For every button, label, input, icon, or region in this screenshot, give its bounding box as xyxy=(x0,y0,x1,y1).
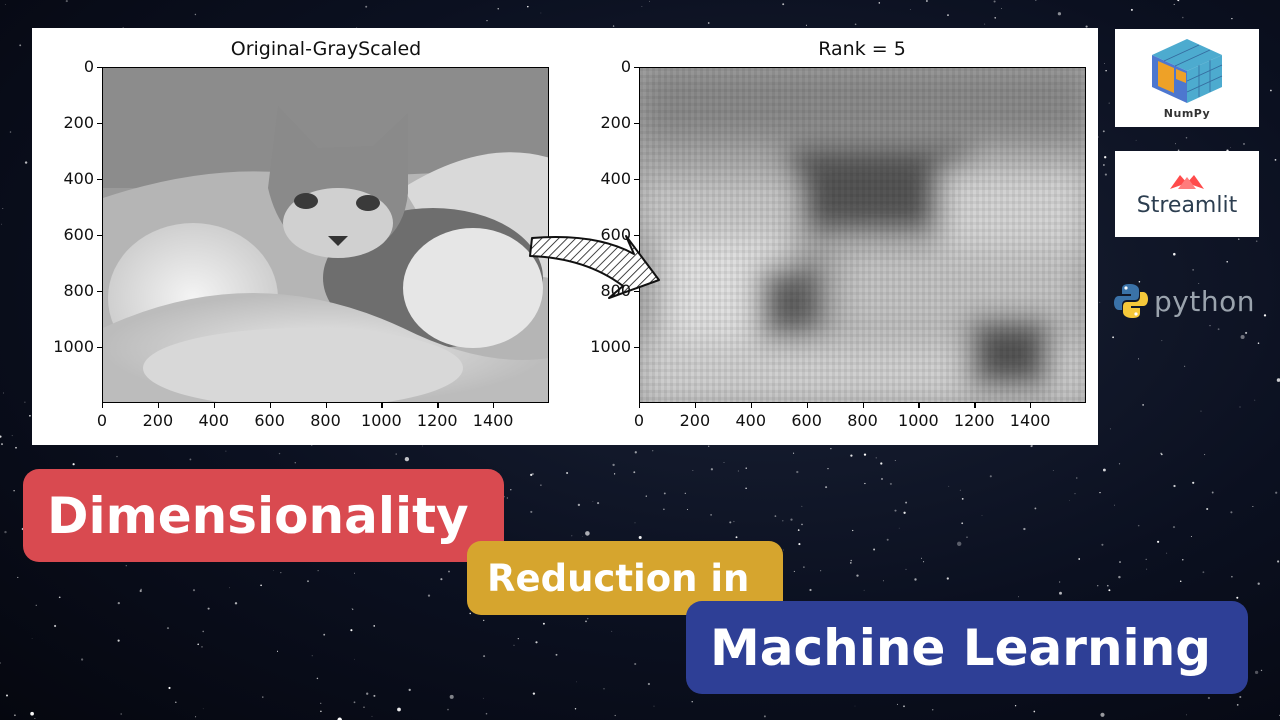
left-x-tick-mark xyxy=(213,403,216,408)
headline-line-3: Machine Learning xyxy=(686,601,1248,694)
python-snake-icon xyxy=(1114,284,1148,318)
left-plot-title: Original-GrayScaled xyxy=(230,38,422,60)
left-y-tick-mark xyxy=(97,67,102,69)
numpy-label: NumPy xyxy=(1163,106,1211,120)
left-y-tick-mark xyxy=(97,179,102,181)
streamlit-label: Streamlit xyxy=(1136,192,1238,218)
right-x-tick-label: 200 xyxy=(679,411,711,430)
right-y-tick-label: 600 xyxy=(600,225,631,244)
right-y-tick-label: 200 xyxy=(600,113,631,132)
right-y-tick-mark xyxy=(634,235,639,237)
right-plot-title: Rank = 5 xyxy=(818,38,906,60)
left-x-tick-mark xyxy=(157,403,160,408)
left-x-tick-mark xyxy=(437,403,439,408)
right-y-tick-mark xyxy=(634,291,639,293)
left-y-tick-label: 1000 xyxy=(53,337,94,356)
left-x-tick-label: 400 xyxy=(198,411,230,430)
right-y-tick-label: 1000 xyxy=(590,337,631,356)
right-x-tick-label: 1000 xyxy=(898,411,939,430)
left-y-tick-mark xyxy=(97,235,102,237)
streamlit-logo: Streamlit xyxy=(1115,151,1259,237)
cat-grayscale-image xyxy=(103,68,548,402)
right-x-tick-mark xyxy=(694,403,697,408)
right-y-tick-label: 400 xyxy=(600,169,631,188)
right-x-tick-mark xyxy=(1030,403,1032,408)
hatched-arrow-icon xyxy=(529,235,660,299)
original-image-axes xyxy=(102,67,549,403)
left-y-tick-mark xyxy=(97,347,102,349)
left-x-tick-mark xyxy=(269,403,271,408)
left-x-tick-label: 200 xyxy=(142,411,174,430)
left-y-tick-label: 400 xyxy=(63,169,94,188)
left-y-tick-label: 600 xyxy=(63,225,94,244)
left-x-tick-label: 1400 xyxy=(472,411,514,430)
left-x-tick-label: 1000 xyxy=(361,411,402,430)
left-x-tick-label: 1200 xyxy=(416,411,458,430)
right-y-tick-mark xyxy=(634,179,639,181)
left-x-tick-label: 0 xyxy=(96,411,108,430)
right-x-tick-label: 600 xyxy=(791,411,822,430)
left-x-tick-label: 600 xyxy=(254,411,285,430)
python-label: python xyxy=(1154,284,1255,318)
right-x-tick-label: 1200 xyxy=(953,411,995,430)
right-x-tick-mark xyxy=(639,403,641,408)
right-x-tick-mark xyxy=(862,403,864,408)
left-y-tick-label: 0 xyxy=(83,57,94,76)
left-x-tick-mark xyxy=(493,403,495,408)
numpy-cube-icon xyxy=(1152,38,1223,103)
right-y-tick-mark xyxy=(634,67,639,69)
rank-5-reconstruction-image xyxy=(640,68,1085,402)
left-x-tick-mark xyxy=(102,403,104,408)
rank-5-image-axes xyxy=(639,67,1086,403)
left-x-tick-label: 800 xyxy=(310,411,341,430)
right-y-tick-mark xyxy=(634,347,639,349)
right-y-tick-label: 0 xyxy=(620,57,631,76)
right-x-tick-label: 800 xyxy=(847,411,878,430)
right-x-tick-label: 0 xyxy=(633,411,645,430)
left-x-tick-mark xyxy=(381,403,383,408)
left-y-tick-mark xyxy=(97,291,102,293)
right-x-tick-mark xyxy=(750,403,753,408)
right-y-tick-mark xyxy=(634,123,639,125)
streamlit-crown-icon xyxy=(1170,174,1204,189)
numpy-logo: NumPy xyxy=(1115,29,1259,127)
right-y-tick-label: 800 xyxy=(600,281,631,300)
right-x-tick-label: 1400 xyxy=(1009,411,1051,430)
left-y-tick-mark xyxy=(97,123,102,125)
python-logo: python xyxy=(1114,283,1255,319)
left-x-tick-mark xyxy=(325,403,327,408)
headline-line-1: Dimensionality xyxy=(23,469,504,562)
right-x-tick-mark xyxy=(974,403,976,408)
figure-panel: Original-GrayScaled xyxy=(32,28,1098,445)
left-y-tick-label: 200 xyxy=(63,113,94,132)
headline-line-2: Reduction in xyxy=(467,541,783,615)
right-x-tick-label: 400 xyxy=(735,411,767,430)
left-y-tick-label: 800 xyxy=(63,281,94,300)
right-x-tick-mark xyxy=(918,403,920,408)
right-x-tick-mark xyxy=(806,403,808,408)
